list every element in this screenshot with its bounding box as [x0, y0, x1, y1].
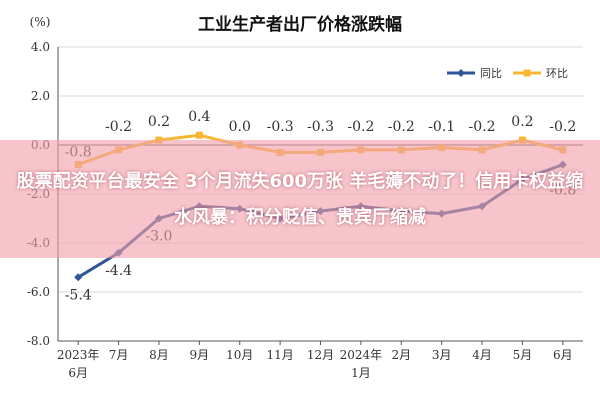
legend-marker: [523, 69, 531, 77]
data-label: -3.0: [145, 229, 172, 245]
data-label: 0.0: [229, 119, 251, 135]
x-tick-label: 8月: [149, 348, 169, 362]
legend-label: 同比: [480, 67, 502, 80]
x-tick-label: 7月: [109, 348, 129, 362]
y-tick-label: -2.0: [27, 187, 50, 201]
data-point-square: [236, 141, 244, 149]
data-point-square: [115, 146, 123, 154]
y-axis-unit-label: (%): [30, 15, 51, 29]
data-point-square: [559, 146, 567, 154]
data-label: -0.2: [549, 119, 576, 135]
x-tick-label: 6月: [553, 348, 573, 362]
data-point-square: [357, 146, 365, 154]
x-tick-label: 11月: [266, 348, 293, 362]
data-point-square: [74, 161, 82, 169]
data-label: -0.2: [105, 119, 132, 135]
data-point-square: [155, 136, 163, 144]
x-tick-label: 4月: [472, 348, 492, 362]
data-label: -0.8: [65, 145, 92, 161]
data-point-square: [195, 131, 203, 139]
data-point-square: [276, 148, 284, 156]
x-tick-label: 2024年: [340, 348, 383, 362]
data-point-square: [438, 143, 446, 151]
y-tick-label: -4.0: [27, 236, 50, 250]
x-tick-label: 1月: [351, 366, 371, 380]
data-label: 0.2: [511, 114, 533, 130]
data-label: 0.2: [148, 114, 170, 130]
y-tick-label: 0.0: [31, 138, 50, 152]
x-tick-label: 6月: [68, 366, 88, 380]
x-tick-label: 10月: [226, 348, 253, 362]
legend-label: 环比: [546, 67, 568, 80]
x-tick-label: 2023年: [57, 348, 100, 362]
legend: 同比 环比: [447, 67, 568, 80]
y-tick-label: 2.0: [31, 89, 50, 103]
data-label: -0.8: [549, 183, 576, 199]
y-tick-label: -8.0: [27, 334, 50, 348]
chart-title: 工业生产者出厂价格涨跌幅: [198, 14, 402, 35]
x-tick-label: 12月: [307, 348, 334, 362]
data-point-square: [518, 136, 526, 144]
data-label: -4.4: [105, 263, 132, 279]
data-label: -0.2: [347, 119, 374, 135]
data-point-square: [478, 146, 486, 154]
data-label: -0.1: [428, 119, 455, 135]
x-tick-labels: 2023年 6月 7月 8月 9月 10月 11月 12月 2024年 1月 2月 3月 4月 5月 6月: [57, 348, 573, 380]
axes: [57, 47, 583, 345]
x-tick-label: 5月: [513, 348, 533, 362]
y-tick-label: -6.0: [27, 285, 50, 299]
data-label: -0.3: [267, 119, 294, 135]
data-point-diamond: [74, 273, 83, 282]
legend-marker: [457, 69, 465, 77]
data-label: -0.2: [469, 119, 496, 135]
data-label: -0.3: [307, 119, 334, 135]
data-point-square: [397, 146, 405, 154]
data-label: -5.4: [65, 287, 92, 303]
y-tick-label: 4.0: [31, 40, 50, 54]
data-point-square: [317, 148, 324, 156]
x-tick-label: 2月: [391, 348, 411, 362]
data-label: 0.4: [188, 109, 210, 125]
data-label: -0.2: [388, 119, 415, 135]
x-tick-label: 9月: [190, 348, 210, 362]
x-tick-label: 3月: [432, 348, 452, 362]
